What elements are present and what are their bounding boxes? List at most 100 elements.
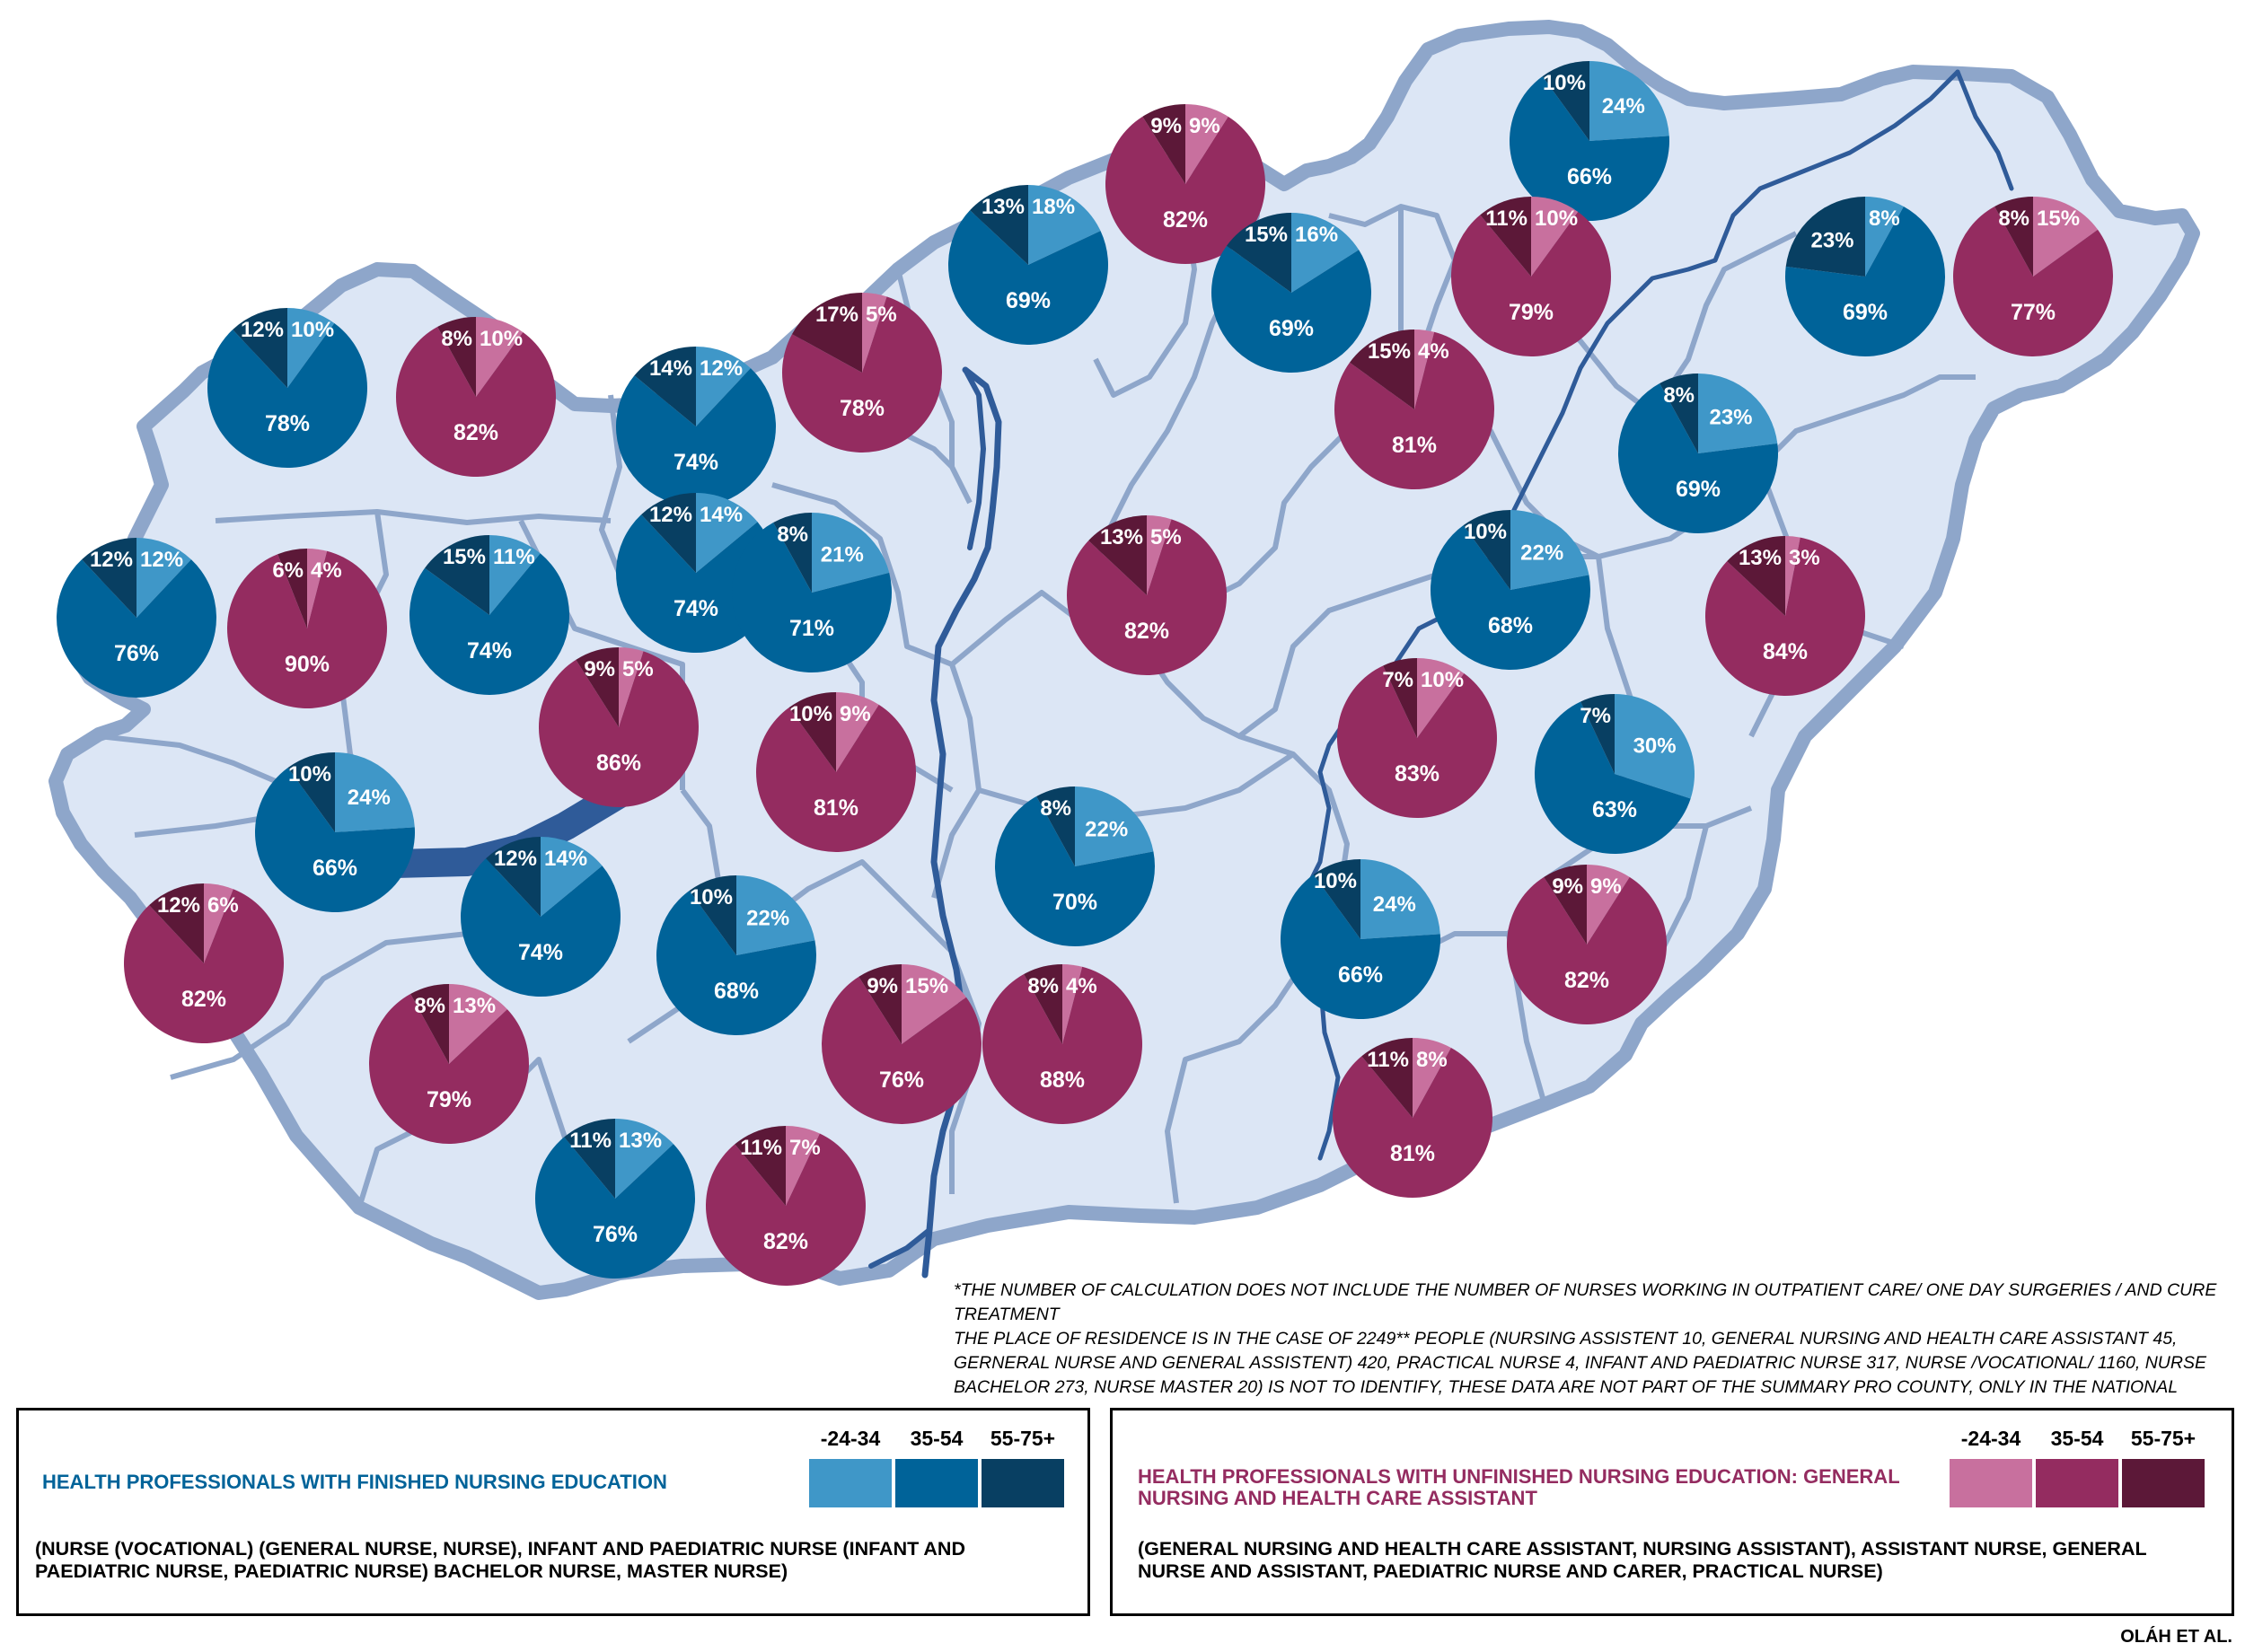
pie-unfinished: 10% 83% 7% <box>1336 658 1497 819</box>
pie-value-label: 77% <box>2011 300 2056 325</box>
pie-unfinished: 9% 82% 9% <box>1506 865 1667 1024</box>
footnote-line-1: *The number of calculation does not incl… <box>954 1280 2217 1324</box>
pie-finished: 22% 70% 8% <box>994 786 1155 947</box>
pie-value-label: 66% <box>1567 164 1612 189</box>
pie-value-label: 15% <box>2037 206 2080 231</box>
pie-value-label: 10% <box>1421 668 1464 692</box>
pie-value-label: 76% <box>114 641 159 666</box>
pie-value-label: 11% <box>493 545 535 569</box>
slice-age-24-34 <box>1698 373 1778 453</box>
legend-finished: HEALTH PROFESSIONALS WITH FINISHED NURSI… <box>16 1408 1090 1616</box>
pie-value-label: 22% <box>1085 818 1128 842</box>
pie-value-label: 11% <box>740 1136 782 1160</box>
pie-unfinished: 4% 88% 8% <box>982 964 1142 1125</box>
river-drava <box>868 1227 932 1269</box>
slice-age-55-75 <box>1383 658 1417 738</box>
slice-age-35-54 <box>615 368 776 506</box>
pie-value-label: 3% <box>1789 546 1820 570</box>
slice-age-24-34 <box>1531 197 1579 277</box>
legend-finished-title: HEALTH PROFESSIONALS WITH FINISHED NURSI… <box>42 1471 667 1493</box>
pie-value-label: 10% <box>690 885 733 909</box>
author-credit: OLÁH ET AL. <box>2120 1627 2232 1647</box>
slice-age-55-75 <box>1088 515 1147 595</box>
pie-value-label: 88% <box>1040 1068 1085 1093</box>
slice-age-24-34 <box>836 692 879 772</box>
pie-value-label: 6% <box>207 893 239 918</box>
pie-value-label: 82% <box>763 1229 808 1254</box>
pie-finished: 23% 69% 8% <box>1618 373 1779 533</box>
slice-age-24-34 <box>1360 859 1440 939</box>
pie-value-label: 9% <box>1150 114 1182 138</box>
pie-value-label: 9% <box>1189 114 1220 138</box>
pie-value-label: 10% <box>480 327 523 351</box>
pie-unfinished: 6% 82% 12% <box>124 883 285 1044</box>
pie-value-label: 8% <box>1027 974 1059 998</box>
slice-age-55-75 <box>410 984 449 1064</box>
legend-unfinished-title: HEALTH PROFESSIONALS WITH UNFINISHED NUR… <box>1138 1465 1900 1509</box>
river-bodrog <box>1955 69 2014 191</box>
pie-value-label: 21% <box>821 542 864 567</box>
slice-age-24-34 <box>1785 536 1800 616</box>
slice-age-24-34 <box>619 647 644 727</box>
slice-age-35-54 <box>1280 874 1440 1020</box>
slice-age-55-75 <box>788 692 836 772</box>
pie-finished: 24% 66% 10% <box>1509 61 1669 222</box>
slice-age-35-54 <box>994 796 1155 947</box>
slice-age-55-75 <box>1727 536 1785 616</box>
pie-unfinished: 15% 77% 8% <box>1952 197 2113 357</box>
swatch-unfinished-old <box>2122 1459 2205 1507</box>
slice-age-24-34 <box>1075 786 1154 866</box>
slice-age-35-54 <box>1506 876 1667 1024</box>
slice-age-35-54 <box>1534 701 1691 855</box>
slice-age-24-34 <box>1510 510 1589 590</box>
pie-value-label: 15% <box>1245 223 1288 247</box>
slice-age-55-75 <box>1544 865 1587 945</box>
slice-age-35-54 <box>1336 665 1497 819</box>
pie-value-label: 9% <box>1590 874 1622 899</box>
pie-value-label: 13% <box>453 994 496 1018</box>
slice-age-35-54 <box>705 1133 866 1286</box>
swatch-finished-old <box>982 1459 1064 1507</box>
pie-value-label: 22% <box>746 907 789 931</box>
pie-value-label: 12% <box>700 356 743 381</box>
slice-age-35-54 <box>1952 206 2113 357</box>
pie-value-label: 9% <box>840 702 871 726</box>
slice-age-55-75 <box>634 346 696 426</box>
slice-age-35-54 <box>616 514 777 653</box>
slice-age-24-34 <box>615 1119 674 1199</box>
pie-value-label: 70% <box>1052 890 1097 915</box>
pie-value-label: 24% <box>1602 94 1645 119</box>
pie-unfinished: 13% 79% 8% <box>368 984 529 1145</box>
pie-value-label: 71% <box>789 616 834 641</box>
pie-finished: 22% 68% 10% <box>1430 510 1590 671</box>
slice-age-55-75 <box>858 964 902 1044</box>
slice-age-55-75 <box>1994 197 2033 277</box>
pie-value-label: 74% <box>518 940 563 965</box>
pie-value-label: 66% <box>313 856 357 881</box>
slice-age-35-54 <box>821 976 982 1124</box>
slice-age-35-54 <box>461 858 621 997</box>
slice-age-24-34 <box>1147 515 1172 595</box>
pie-value-label: 82% <box>1124 619 1169 644</box>
pie-unfinished: 9% 81% 10% <box>756 692 917 852</box>
slice-age-24-34 <box>287 308 335 388</box>
pie-value-label: 81% <box>814 795 858 821</box>
slice-age-55-75 <box>1660 373 1698 453</box>
slice-age-35-54 <box>1105 116 1265 264</box>
slice-age-55-75 <box>735 1126 786 1206</box>
pie-value-label: 9% <box>867 974 898 998</box>
pie-value-label: 13% <box>1739 546 1782 570</box>
pie-value-label: 30% <box>1633 734 1677 759</box>
footnote-line-2: The place of residence is in the case of… <box>954 1329 2206 1397</box>
pie-value-label: 15% <box>905 974 948 998</box>
slice-age-55-75 <box>773 513 812 593</box>
age-label-24-34: -24-34 <box>820 1427 881 1450</box>
pie-value-label: 14% <box>649 356 692 381</box>
pie-value-label: 6% <box>272 558 304 583</box>
pie-value-label: 83% <box>1395 761 1439 786</box>
pie-value-label: 22% <box>1520 541 1563 566</box>
pie-finished: 18% 69% 13% <box>947 185 1108 346</box>
slice-age-35-54 <box>538 651 699 808</box>
slice-age-24-34 <box>1413 1038 1451 1118</box>
